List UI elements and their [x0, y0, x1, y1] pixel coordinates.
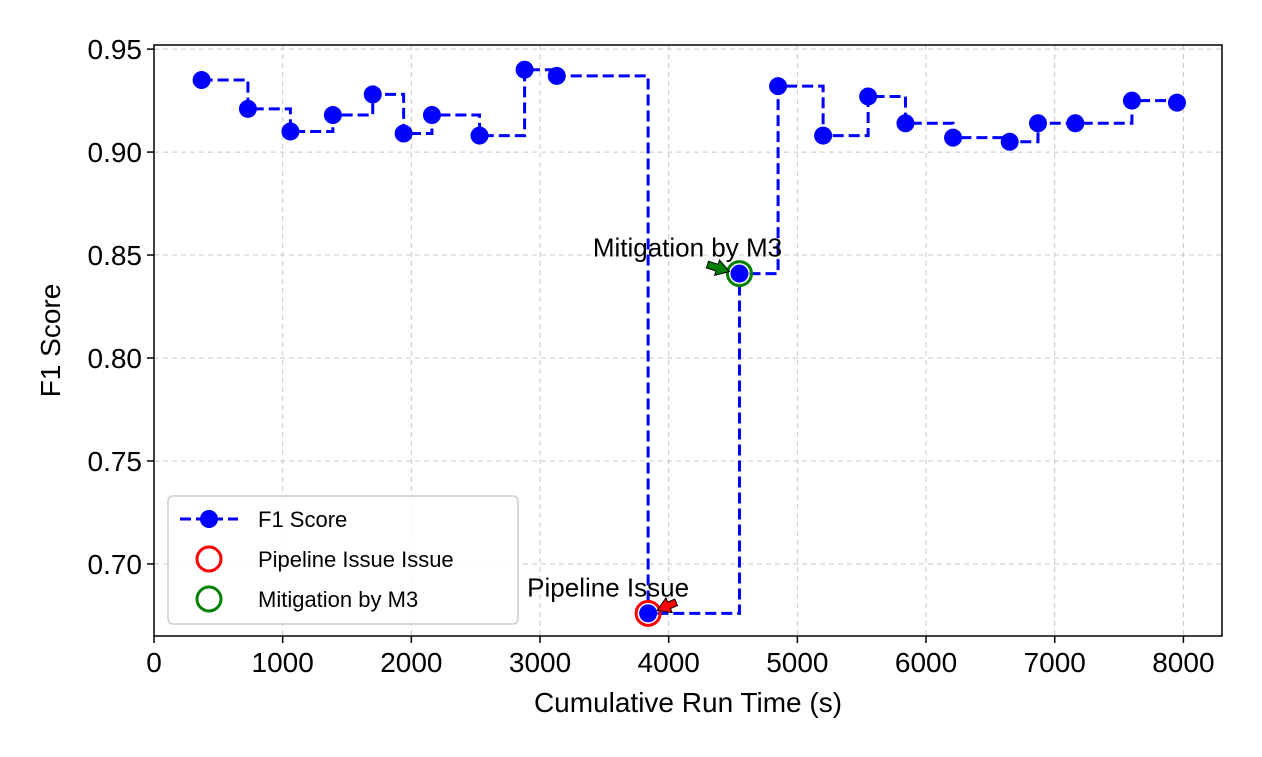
data-point: [896, 114, 915, 133]
y-tick-label: 0.85: [88, 240, 143, 271]
data-point: [238, 99, 257, 118]
series-layer: [192, 60, 1186, 623]
data-point: [515, 60, 534, 79]
highlight-marker: [725, 260, 753, 288]
data-point: [547, 66, 566, 85]
mitigation-annotation: Mitigation by M3: [593, 233, 782, 263]
annotation-layer: Pipeline Issue Mitigation by M3: [527, 233, 782, 614]
data-point: [1000, 132, 1019, 151]
mitigation-arrow: [705, 259, 731, 276]
x-axis: 0 1000 2000 3000 4000 5000 6000 7000 8000: [146, 636, 1215, 678]
data-point: [859, 87, 878, 106]
x-tick-label: 4000: [638, 647, 700, 678]
y-tick-label: 0.80: [88, 343, 143, 374]
data-point: [639, 604, 658, 623]
data-point: [944, 128, 963, 147]
data-point: [470, 126, 489, 145]
y-tick-label: 0.90: [88, 137, 143, 168]
data-point: [814, 126, 833, 145]
x-tick-label: 1000: [252, 647, 314, 678]
data-point: [323, 106, 342, 125]
legend: F1 Score Pipeline Issue Issue Mitigation b…: [167, 495, 519, 625]
data-point: [422, 106, 441, 125]
x-tick-label: 5000: [766, 647, 828, 678]
data-point: [1122, 91, 1141, 110]
x-tick-label: 2000: [380, 647, 442, 678]
data-point: [363, 85, 382, 104]
legend-entry-label: Pipeline Issue Issue: [258, 547, 454, 572]
pipeline-issue-arrow: [656, 596, 679, 614]
data-point: [281, 122, 300, 141]
y-tick-label: 0.95: [88, 34, 143, 65]
plot-frame: [153, 44, 1223, 637]
legend-entry-label: Mitigation by M3: [258, 587, 418, 612]
data-point: [1066, 114, 1085, 133]
data-point: [192, 71, 211, 90]
x-tick-label: 8000: [1152, 647, 1214, 678]
legend-marker-symbol: [195, 585, 223, 613]
x-tick-label: 6000: [895, 647, 957, 678]
data-point: [1028, 114, 1047, 133]
x-tick-label: 3000: [509, 647, 571, 678]
x-tick-label: 0: [146, 647, 162, 678]
data-point: [769, 77, 788, 96]
data-point: [730, 264, 749, 283]
data-point: [1167, 93, 1186, 112]
y-axis-label: F1 Score: [35, 284, 66, 398]
x-axis-label: Cumulative Run Time (s): [534, 687, 842, 718]
x-tick-label: 7000: [1024, 647, 1086, 678]
highlight-layer: [634, 260, 753, 627]
pipeline-issue-annotation: Pipeline Issue: [527, 572, 689, 602]
legend-marker-symbol: [200, 510, 218, 528]
legend-marker-symbol: [195, 545, 223, 573]
highlight-marker: [634, 599, 662, 627]
y-tick-label: 0.70: [88, 549, 143, 580]
grid: [153, 45, 1222, 636]
legend-entry-label: F1 Score: [258, 507, 347, 532]
data-point: [394, 124, 413, 143]
y-tick-label: 0.75: [88, 446, 143, 477]
y-axis: 0.70 0.75 0.80 0.85 0.90 0.95: [88, 34, 154, 580]
legend-box: [167, 495, 519, 625]
